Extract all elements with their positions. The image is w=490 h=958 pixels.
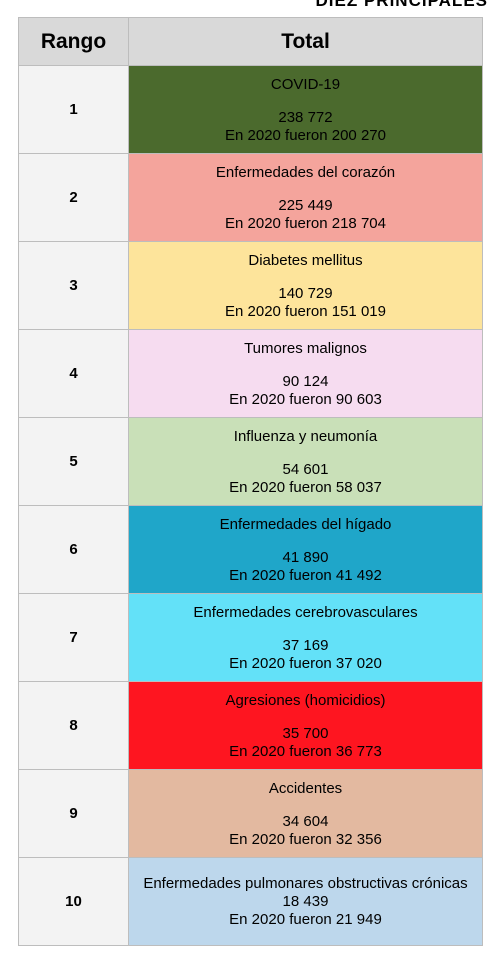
rank-cell: 10: [18, 857, 129, 946]
rank-cell: 6: [18, 505, 129, 594]
previous-total: En 2020 fueron 37 020: [229, 655, 382, 672]
cause: Enfermedades del corazón: [215, 164, 396, 181]
rank-cell: 9: [18, 769, 129, 858]
previous-total: En 2020 fueron 151 019: [225, 303, 386, 320]
previous-total: En 2020 fueron 200 270: [225, 127, 386, 144]
cause-cell: Agresiones (homicidios) 35 700 En 2020 fue…: [128, 681, 483, 770]
table-row: 3 Diabetes mellitus 140 729 En 2020 fueron …: [18, 241, 483, 330]
caption: DIEZ PRINCIPALES: [315, 0, 488, 10]
total: 238 772: [278, 109, 333, 126]
total: 34 604: [282, 813, 329, 830]
cause: Agresiones (homicidios): [225, 692, 386, 709]
cause: COVID-19: [270, 76, 341, 93]
total: 54 601: [282, 461, 329, 478]
table-row: 1 COVID-19 238 772 En 2020 fueron 200 270: [18, 65, 483, 154]
total: 41 890: [282, 549, 329, 566]
cause-cell: Enfermedades del hígado 41 890 En 2020 fue…: [128, 505, 483, 594]
previous-total: En 2020 fueron 21 949: [229, 910, 382, 928]
rank-cell: 2: [18, 153, 129, 242]
header-cell: Total: [128, 17, 483, 66]
table-row: 4 Tumores malignos 90 124 En 2020 fueron 90…: [18, 329, 483, 418]
header-cell: Rango: [18, 17, 129, 66]
previous-total: En 2020 fueron 32 356: [229, 831, 382, 848]
table-row: 10 Enfermedades pulmonares obstructivas c…: [18, 857, 483, 946]
previous-total: En 2020 fueron 36 773: [229, 743, 382, 760]
cause: Influenza y neumonía: [233, 428, 378, 445]
previous-total: En 2020 fueron 41 492: [229, 567, 382, 584]
previous-total: En 2020 fueron 218 704: [225, 215, 386, 232]
table-row: 9 Accidentes 34 604 En 2020 fueron 32 356: [18, 769, 483, 858]
ranking-table: Rango Total 1 COVID-19 238 772 En 2020 fuer…: [18, 17, 483, 946]
table-body: 1 COVID-19 238 772 En 2020 fueron 200 270 2 E…: [18, 65, 483, 946]
table-row: 8 Agresiones (homicidios) 35 700 En 2020 fu…: [18, 681, 483, 770]
table-row: 5 Influenza y neumonía 54 601 En 2020 fuero…: [18, 417, 483, 506]
header-row: Rango Total: [18, 17, 483, 66]
cause: Diabetes mellitus: [248, 252, 363, 269]
table-row: 7 Enfermedades cerebrovasculares 37 169 En …: [18, 593, 483, 682]
cause: Enfermedades pulmonares obstructivas cró…: [143, 874, 468, 892]
cause: Enfermedades del hígado: [219, 516, 392, 533]
cause-cell: COVID-19 238 772 En 2020 fueron 200 270: [128, 65, 483, 154]
total: 35 700: [282, 725, 329, 742]
cause: Tumores malignos: [244, 340, 367, 357]
table-row: 6 Enfermedades del hígado 41 890 En 2020 fu…: [18, 505, 483, 594]
previous-total: En 2020 fueron 58 037: [229, 479, 382, 496]
cause-cell: Accidentes 34 604 En 2020 fueron 32 356: [128, 769, 483, 858]
cause-cell: Diabetes mellitus 140 729 En 2020 fueron 1…: [128, 241, 483, 330]
rank-cell: 4: [18, 329, 129, 418]
total: 18 439: [282, 892, 329, 910]
cause-cell: Influenza y neumonía 54 601 En 2020 fueron…: [128, 417, 483, 506]
total: 225 449: [278, 197, 333, 214]
total: 37 169: [282, 637, 329, 654]
cause: Enfermedades cerebrovasculares: [193, 604, 418, 621]
rank-cell: 8: [18, 681, 129, 770]
cause-cell: Tumores malignos 90 124 En 2020 fueron 90 …: [128, 329, 483, 418]
cause: Accidentes: [268, 780, 343, 797]
rank-cell: 1: [18, 65, 129, 154]
previous-total: En 2020 fueron 90 603: [229, 391, 382, 408]
cause-cell: Enfermedades cerebrovasculares 37 169 En 2…: [128, 593, 483, 682]
cause-cell: Enfermedades del corazón 225 449 En 2020 f…: [128, 153, 483, 242]
total: 90 124: [282, 373, 329, 390]
total: 140 729: [278, 285, 333, 302]
rank-cell: 5: [18, 417, 129, 506]
table-row: 2 Enfermedades del corazón 225 449 En 2020 …: [18, 153, 483, 242]
rank-cell: 7: [18, 593, 129, 682]
cause-cell: Enfermedades pulmonares obstructivas cró…: [128, 857, 483, 946]
rank-cell: 3: [18, 241, 129, 330]
